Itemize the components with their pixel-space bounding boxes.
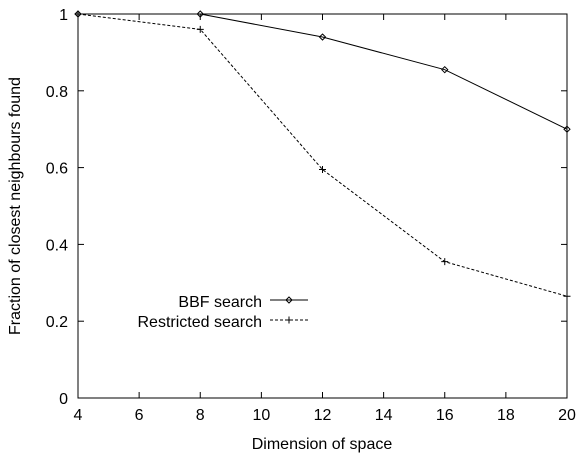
x-tick-label: 12 — [314, 407, 332, 424]
y-axis-label: Fraction of closest neighbours found — [7, 77, 24, 335]
legend-marker-symbol — [285, 316, 293, 324]
data-point — [319, 166, 326, 174]
x-tick-label: 4 — [74, 407, 83, 424]
data-point — [441, 65, 449, 74]
data-point — [563, 125, 571, 133]
x-axis-label: Dimension of space — [252, 436, 393, 453]
series-line-bbf — [78, 13, 568, 130]
x-tick-label: 8 — [196, 407, 205, 424]
plot-frame — [77, 13, 568, 399]
series-line-restricted — [77, 13, 568, 297]
x-tick-label: 20 — [558, 407, 576, 424]
legend-marker-symbol — [285, 296, 293, 304]
y-tick-label: 0 — [59, 391, 68, 408]
data-point — [441, 258, 449, 266]
y-tick-label: 0.6 — [46, 161, 68, 178]
data-point — [74, 10, 82, 18]
x-tick-label: 18 — [497, 407, 515, 424]
data-point — [196, 25, 204, 33]
legend-marker-bbf — [285, 296, 293, 304]
y-tick-label: 0.8 — [46, 84, 68, 101]
legend-marker-restricted — [285, 316, 293, 324]
data-point — [318, 33, 327, 41]
legend: BBF search Restricted search — [138, 294, 308, 331]
axis-ticks: 4 6 8 10 12 14 16 18 20 0 0.2 0.4 0.6 0.8 1 — [46, 7, 576, 424]
data-point — [563, 292, 571, 300]
x-tick-label: 14 — [375, 407, 393, 424]
x-tick-label: 16 — [436, 407, 454, 424]
x-tick-label: 10 — [252, 407, 270, 424]
y-tick-label: 0.2 — [46, 314, 68, 331]
series-layer — [74, 10, 571, 300]
legend-label-bbf: BBF search — [178, 294, 262, 311]
x-tick-label: 6 — [135, 407, 144, 424]
legend-label-restricted: Restricted search — [138, 314, 263, 331]
data-point — [196, 10, 204, 18]
y-tick-label: 0.4 — [46, 237, 68, 254]
y-tick-label: 1 — [59, 7, 68, 24]
